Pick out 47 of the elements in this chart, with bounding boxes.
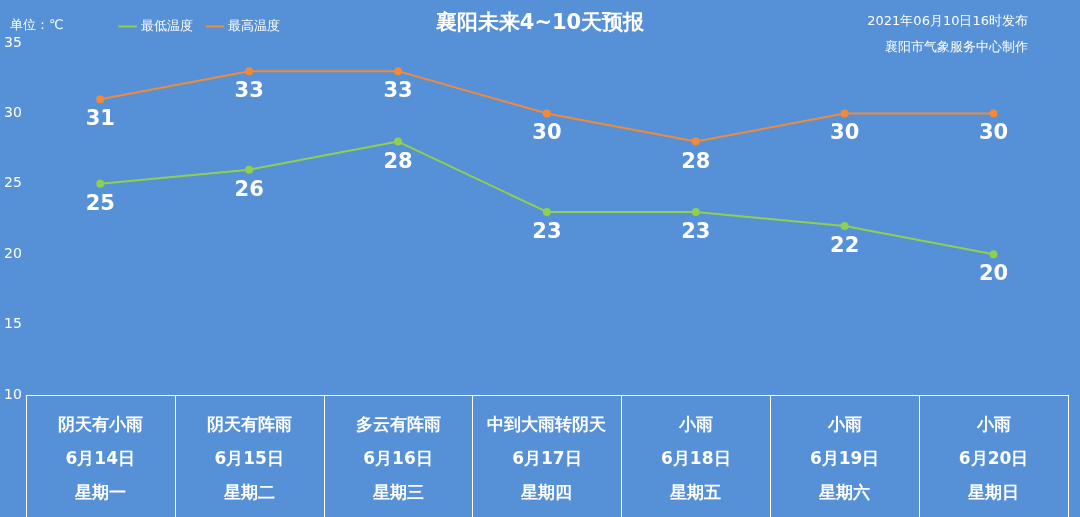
point	[840, 109, 849, 118]
point	[542, 109, 551, 118]
data-label: 30	[830, 120, 860, 145]
y-tick-label: 20	[3, 244, 22, 261]
x-tick-label: 阴天有小雨6月14日星期一	[57, 414, 143, 503]
data-label: 26	[234, 176, 264, 201]
legend-label: 最高温度	[228, 17, 280, 33]
legend-label: 最低温度	[140, 17, 193, 33]
point	[394, 137, 403, 146]
x-tick-label: 阴天有阵雨6月15日星期二	[206, 414, 292, 503]
data-label: 28	[383, 148, 413, 173]
point	[989, 109, 998, 118]
data-label: 33	[234, 78, 264, 103]
point	[96, 179, 105, 188]
y-axis-title: 单位：℃	[10, 16, 64, 34]
point	[691, 207, 700, 216]
data-label: 20	[978, 261, 1009, 286]
y-tick-label: 10	[3, 385, 22, 402]
y-tick-label: 25	[3, 174, 22, 191]
y-tick-label: 30	[3, 104, 22, 121]
chart-title: 襄阳未来4~10天预报	[435, 9, 645, 36]
data-label: 33	[383, 78, 413, 103]
annotation: 襄阳市气象服务中心制作	[885, 38, 1028, 56]
y-tick-label: 15	[3, 315, 22, 332]
data-label: 28	[681, 148, 711, 173]
point	[542, 207, 551, 216]
data-label: 30	[532, 120, 562, 145]
point	[989, 250, 998, 259]
point	[96, 95, 105, 104]
point	[840, 222, 849, 231]
point	[245, 67, 254, 76]
x-tick-label: 小雨6月18日星期五	[661, 414, 731, 503]
point	[691, 137, 700, 146]
x-tick-label: 中到大雨转阴天6月17日星期四	[487, 414, 607, 503]
data-label: 23	[532, 218, 562, 243]
point	[245, 165, 254, 174]
data-label: 31	[85, 106, 115, 131]
data-label: 30	[978, 120, 1009, 145]
data-label: 22	[830, 232, 860, 257]
x-tick-label: 多云有阵雨6月16日星期三	[355, 414, 441, 503]
point	[394, 67, 403, 76]
x-tick-label: 小雨6月20日星期日	[958, 414, 1029, 503]
text: 2021年06月10日16时发布	[867, 12, 1028, 30]
y-tick-label: 35	[3, 33, 22, 50]
data-label: 25	[85, 190, 115, 215]
data-label: 23	[681, 218, 711, 243]
x-tick-label: 小雨6月19日星期六	[809, 414, 880, 503]
